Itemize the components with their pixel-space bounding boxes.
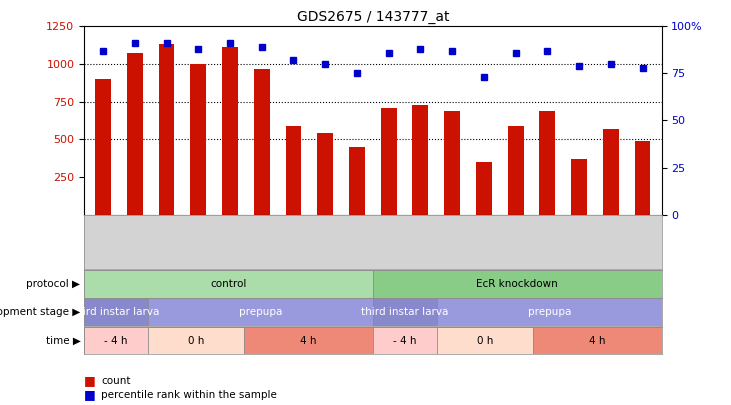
Bar — [444, 111, 460, 215]
Text: protocol ▶: protocol ▶ — [26, 279, 80, 289]
Text: 4 h: 4 h — [300, 336, 317, 345]
Bar — [381, 108, 397, 215]
Bar — [437, 298, 662, 326]
Text: time ▶: time ▶ — [45, 336, 80, 345]
Text: third instar larva: third instar larva — [361, 307, 449, 317]
Bar — [507, 126, 523, 215]
Bar — [84, 327, 148, 354]
Bar — [412, 104, 428, 215]
Bar — [476, 162, 492, 215]
Text: percentile rank within the sample: percentile rank within the sample — [101, 390, 277, 400]
Bar — [254, 68, 270, 215]
Text: prepupa: prepupa — [239, 307, 282, 317]
Text: count: count — [101, 376, 130, 386]
Bar — [159, 45, 175, 215]
Text: ■: ■ — [84, 388, 96, 401]
Bar — [244, 327, 373, 354]
Bar — [317, 133, 333, 215]
Text: EcR knockdown: EcR knockdown — [477, 279, 558, 289]
Bar — [148, 298, 373, 326]
Text: prepupa: prepupa — [528, 307, 571, 317]
Bar — [603, 129, 618, 215]
Title: GDS2675 / 143777_at: GDS2675 / 143777_at — [297, 10, 449, 24]
Text: ■: ■ — [84, 374, 96, 387]
Bar — [539, 111, 556, 215]
Text: - 4 h: - 4 h — [105, 336, 128, 345]
Bar — [437, 327, 533, 354]
Text: control: control — [211, 279, 246, 289]
Text: 4 h: 4 h — [589, 336, 606, 345]
Bar — [190, 64, 206, 215]
Text: 0 h: 0 h — [477, 336, 493, 345]
Bar — [222, 47, 238, 215]
Bar — [84, 298, 148, 326]
Bar — [533, 327, 662, 354]
Bar — [127, 53, 143, 215]
Text: third instar larva: third instar larva — [72, 307, 160, 317]
Text: 0 h: 0 h — [188, 336, 205, 345]
Bar — [95, 79, 111, 215]
Text: development stage ▶: development stage ▶ — [0, 307, 80, 317]
Bar — [635, 141, 651, 215]
Bar — [286, 126, 301, 215]
Bar — [148, 327, 244, 354]
Bar — [373, 298, 437, 326]
Bar — [373, 327, 437, 354]
Bar — [571, 159, 587, 215]
Text: - 4 h: - 4 h — [393, 336, 417, 345]
Bar — [373, 270, 662, 298]
Bar — [84, 270, 373, 298]
Bar — [349, 147, 365, 215]
